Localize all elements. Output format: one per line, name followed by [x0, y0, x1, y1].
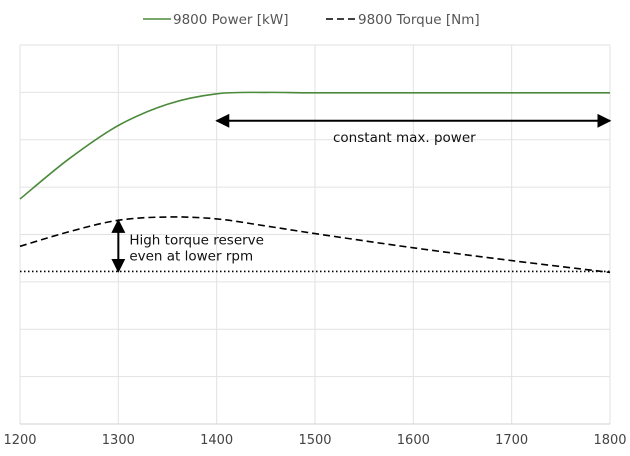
legend-label-power: 9800 Power [kW] [173, 12, 288, 28]
legend: 9800 Power [kW] 9800 Torque [Nm] [143, 12, 480, 28]
constant-power-label: constant max. power [333, 130, 476, 146]
x-tick-label-6: 1800 [593, 433, 626, 448]
x-tick-label-1: 1300 [102, 433, 135, 448]
gridlines [19, 44, 611, 425]
x-tick-label-4: 1600 [397, 433, 430, 448]
x-tick-label-2: 1400 [200, 433, 233, 448]
torque-reserve-label-1: even at lower rpm [129, 248, 253, 264]
legend-label-torque: 9800 Torque [Nm] [358, 12, 480, 28]
x-axis-ticks: 1200 1300 1400 1500 1600 1700 1800 [3, 433, 626, 448]
annotations: constant max. power High torque reserveev… [111, 113, 612, 273]
x-tick-label-3: 1500 [298, 433, 331, 448]
series-line-torque [19, 216, 611, 274]
series-layer [19, 91, 611, 274]
torque-reserve-label-0: High torque reserve [129, 232, 264, 248]
x-tick-label-0: 1200 [3, 433, 36, 448]
series-line-power [19, 91, 610, 200]
x-tick-label-5: 1700 [495, 433, 528, 448]
